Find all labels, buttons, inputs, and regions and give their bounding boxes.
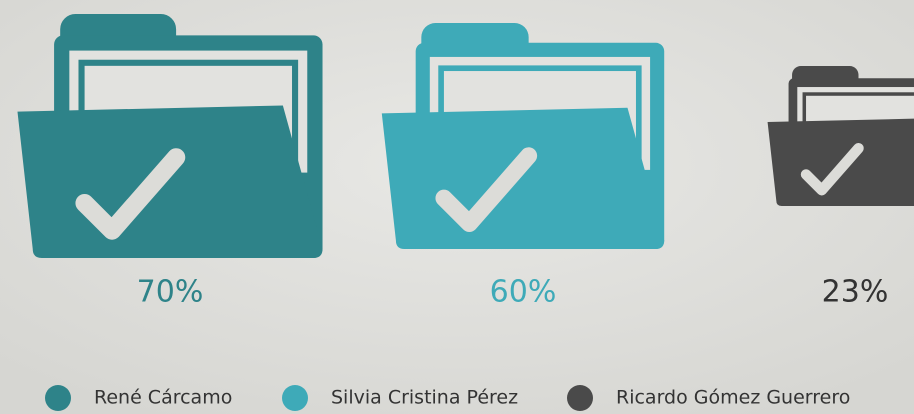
check-mark	[800, 142, 864, 196]
folder-icon	[17, 13, 323, 259]
check-mark	[75, 148, 186, 240]
legend-swatch	[282, 385, 308, 411]
legend-swatch	[45, 385, 71, 411]
folder-front	[381, 107, 665, 249]
value-label: 23%	[822, 275, 889, 310]
folder-icon	[381, 23, 665, 249]
folder-front	[17, 105, 323, 259]
check-mark	[435, 147, 538, 233]
legend-label: Silvia Cristina Pérez	[331, 387, 518, 409]
value-label: 60%	[490, 275, 557, 310]
legend-swatch	[567, 385, 593, 411]
folder-icon	[767, 66, 914, 206]
value-label: 70%	[137, 275, 204, 310]
legend-label: Ricardo Gómez Guerrero	[616, 387, 850, 409]
legend-label: René Cárcamo	[94, 387, 232, 409]
